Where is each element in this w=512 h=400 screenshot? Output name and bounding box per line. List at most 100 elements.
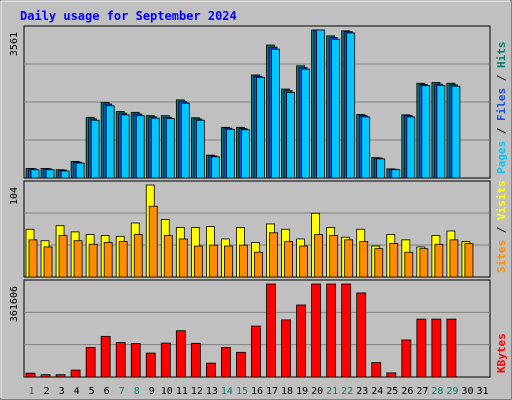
bar-kbytes-day-22 xyxy=(341,283,352,378)
series-pages xyxy=(30,29,461,179)
legend-kbytes: KBytes xyxy=(495,333,508,373)
x-tick-label: 27 xyxy=(416,386,428,397)
legend-sites: Sites xyxy=(495,240,508,273)
bar-kbytes-day-2 xyxy=(40,374,51,378)
x-tick-label: 26 xyxy=(401,386,413,397)
x-tick-label: 14 xyxy=(221,386,233,397)
bar-kbytes-day-21 xyxy=(326,283,337,378)
x-tick-label: 4 xyxy=(74,386,80,397)
legend-files: Files xyxy=(495,88,508,121)
panel-bottom-legend: KBytes xyxy=(495,333,508,373)
bar-sites-day-7 xyxy=(118,241,128,278)
bar-pages-day-8 xyxy=(135,115,145,179)
x-tick-label: 3 xyxy=(59,386,65,397)
bar-kbytes-day-24 xyxy=(371,362,382,378)
x-tick-label: 16 xyxy=(251,386,263,397)
x-axis-labels: 1 2 3 4 5 6 7 8 9 10 11 12 13 14 15 16 17 18 19 20 21 22 23 24 2… xyxy=(29,386,489,397)
bar-kbytes-day-8 xyxy=(130,343,141,378)
x-tick-label: 21 xyxy=(326,386,338,397)
x-tick-label: 13 xyxy=(206,386,218,397)
bar-kbytes-day-16 xyxy=(251,325,261,378)
x-tick-label: 24 xyxy=(371,386,383,397)
bar-pages-day-15 xyxy=(241,129,250,179)
x-tick-label: 7 xyxy=(119,386,125,397)
bar-sites-day-25 xyxy=(389,242,399,278)
bar-pages-day-26 xyxy=(406,116,416,179)
x-tick-label: 9 xyxy=(149,386,155,397)
bar-pages-day-12 xyxy=(195,119,205,179)
bar-sites-day-28 xyxy=(434,243,444,278)
bar-pages-day-13 xyxy=(210,156,220,179)
bar-sites-day-2 xyxy=(43,246,53,278)
legend-hits: Hits xyxy=(495,42,508,69)
x-tick-label: 15 xyxy=(236,386,248,397)
panel-bottom: 361606 KBytes xyxy=(9,279,508,378)
bar-sites-day-8 xyxy=(133,234,143,278)
bar-sites-day-18 xyxy=(284,241,293,278)
panel-middle-max-label: 104 xyxy=(9,187,20,205)
bar-sites-day-24 xyxy=(374,248,384,278)
x-tick-label: 28 xyxy=(431,386,443,397)
bar-sites-day-17 xyxy=(269,232,278,278)
bar-kbytes-day-25 xyxy=(386,372,397,378)
bar-sites-day-19 xyxy=(299,245,308,278)
bar-sites-day-27 xyxy=(419,248,429,278)
bar-pages-day-5 xyxy=(90,119,100,179)
series-sites xyxy=(28,205,474,278)
bar-kbytes-day-6 xyxy=(100,335,111,378)
bar-pages-day-19 xyxy=(301,68,310,179)
bar-kbytes-day-13 xyxy=(205,362,216,378)
legend-visits: Visits xyxy=(495,180,508,220)
bar-pages-day-7 xyxy=(120,114,130,179)
bar-kbytes-day-19 xyxy=(296,304,306,378)
bar-pages-day-21 xyxy=(331,38,341,179)
bar-sites-day-11 xyxy=(178,238,188,278)
bar-pages-day-23 xyxy=(361,116,371,179)
x-tick-label: 1 xyxy=(29,386,35,397)
panel-middle: 104 Sites / Visits xyxy=(9,180,508,278)
bar-kbytes-day-9 xyxy=(145,352,156,378)
bar-pages-day-9 xyxy=(150,117,160,179)
bar-kbytes-day-14 xyxy=(221,347,231,378)
bar-pages-day-24 xyxy=(376,158,386,179)
legend-separator: / xyxy=(495,68,508,88)
bar-sites-day-1 xyxy=(28,239,38,278)
bar-kbytes-day-11 xyxy=(175,330,186,378)
bar-pages-day-2 xyxy=(45,169,55,179)
bar-pages-day-1 xyxy=(30,169,40,179)
bar-pages-day-29 xyxy=(451,85,461,179)
legend-separator: / xyxy=(495,121,508,141)
bar-kbytes-day-3 xyxy=(55,374,66,378)
bar-sites-day-14 xyxy=(224,245,233,278)
bar-sites-day-30 xyxy=(464,242,474,278)
bar-kbytes-day-5 xyxy=(85,347,96,378)
x-tick-label: 17 xyxy=(266,386,278,397)
chart-title: Daily usage for September 2024 xyxy=(20,9,237,23)
panel-top-max-label: 3561 xyxy=(9,32,20,56)
bar-kbytes-day-18 xyxy=(281,319,291,378)
bar-sites-day-22 xyxy=(344,239,354,278)
bar-pages-day-11 xyxy=(180,102,190,179)
bar-sites-day-13 xyxy=(208,244,218,278)
x-tick-label: 30 xyxy=(461,386,473,397)
bar-kbytes-day-26 xyxy=(401,339,412,378)
panel-top-legend: Pages / Files / Hits xyxy=(495,42,508,175)
bar-pages-day-28 xyxy=(436,84,446,179)
bar-kbytes-day-27 xyxy=(416,318,427,378)
bar-sites-day-5 xyxy=(88,243,98,278)
legend-separator: / xyxy=(495,220,508,240)
bar-pages-day-10 xyxy=(165,118,175,179)
bar-pages-day-20 xyxy=(316,29,326,179)
panel-middle-legend: Sites / Visits xyxy=(495,180,508,273)
bar-kbytes-day-20 xyxy=(311,283,322,378)
x-tick-label: 2 xyxy=(44,386,50,397)
bar-sites-day-21 xyxy=(329,235,339,278)
bar-sites-day-9 xyxy=(148,205,158,278)
bar-sites-day-29 xyxy=(449,239,459,278)
bar-kbytes-day-23 xyxy=(356,292,367,378)
x-tick-label: 11 xyxy=(176,386,188,397)
bar-sites-day-26 xyxy=(404,251,414,278)
x-tick-label: 10 xyxy=(161,386,173,397)
bar-sites-day-3 xyxy=(58,235,68,278)
x-tick-label: 23 xyxy=(356,386,368,397)
